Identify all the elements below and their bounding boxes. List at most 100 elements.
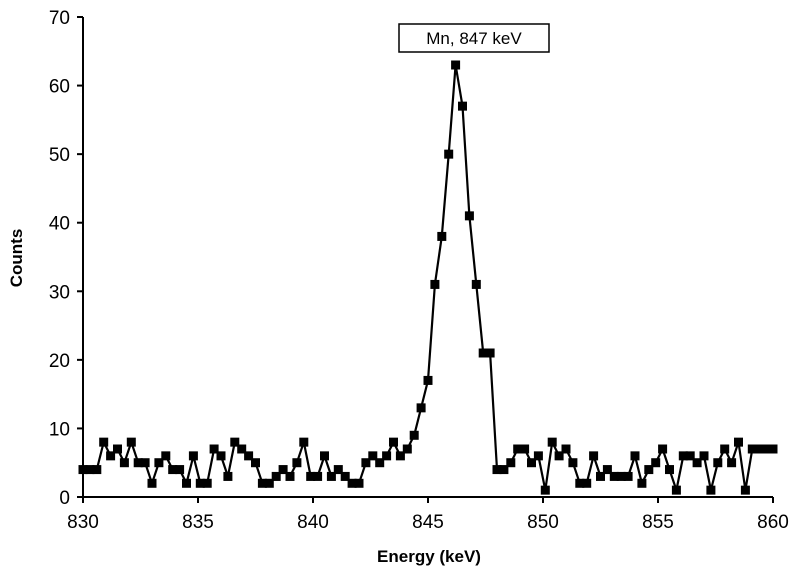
data-point — [720, 444, 730, 454]
annotation-label: Mn, 847 keV — [426, 29, 522, 48]
data-point — [561, 444, 571, 454]
data-point — [637, 478, 647, 488]
data-point — [685, 451, 695, 461]
x-tick-label: 855 — [642, 512, 674, 533]
data-point — [568, 458, 578, 468]
data-point — [671, 485, 681, 495]
data-point — [347, 478, 357, 488]
data-point — [313, 471, 323, 481]
data-point — [209, 444, 219, 454]
data-point — [706, 485, 716, 495]
data-point — [126, 437, 136, 447]
x-tick-label: 845 — [412, 512, 444, 533]
data-point — [133, 458, 143, 468]
data-point — [244, 451, 254, 461]
data-point — [389, 437, 398, 447]
data-point — [609, 471, 619, 481]
series-line — [83, 63, 773, 492]
data-point — [644, 465, 654, 475]
data-point — [271, 471, 281, 481]
data-point — [506, 458, 516, 468]
data-point — [464, 211, 474, 221]
data-point — [340, 471, 350, 481]
data-point — [699, 451, 709, 461]
data-point — [147, 478, 157, 488]
data-point — [361, 458, 371, 468]
data-point — [92, 465, 102, 475]
data-point — [188, 451, 198, 461]
data-point — [285, 471, 295, 481]
data-point — [140, 458, 150, 468]
data-point — [382, 451, 392, 461]
data-point — [402, 444, 412, 454]
data-point — [734, 437, 743, 447]
data-point — [492, 465, 502, 475]
data-point — [458, 101, 467, 111]
data-point — [499, 465, 509, 475]
data-point — [368, 451, 378, 461]
data-point — [471, 279, 481, 289]
x-axis-title: Energy (keV) — [377, 547, 481, 566]
y-tick-label: 70 — [49, 8, 70, 29]
data-point — [223, 471, 233, 481]
data-point — [602, 465, 612, 475]
y-tick-label: 50 — [49, 145, 70, 166]
data-point — [320, 451, 329, 461]
data-point — [658, 444, 668, 454]
data-point — [85, 465, 95, 475]
data-point — [306, 471, 316, 481]
data-point — [596, 471, 605, 481]
data-point — [237, 444, 247, 454]
y-tick-label: 60 — [49, 77, 70, 98]
data-point — [195, 478, 205, 488]
data-point — [257, 478, 267, 488]
data-point — [216, 451, 226, 461]
data-point — [161, 451, 171, 461]
data-point — [299, 437, 309, 447]
data-point — [264, 478, 274, 488]
x-tick-label: 860 — [757, 512, 789, 533]
data-point — [119, 458, 129, 468]
data-point — [444, 149, 454, 159]
y-tick-label: 30 — [49, 282, 70, 303]
data-point — [154, 458, 164, 468]
data-point — [540, 485, 550, 495]
x-tick-label: 850 — [527, 512, 559, 533]
data-point — [278, 465, 288, 475]
x-tick-label: 840 — [297, 512, 329, 533]
data-point — [727, 458, 737, 468]
data-point — [230, 437, 240, 447]
data-point — [582, 478, 592, 488]
data-point — [713, 458, 723, 468]
y-tick-label: 40 — [49, 214, 70, 235]
data-point — [292, 458, 302, 468]
x-tick-label: 835 — [182, 512, 214, 533]
y-tick-label: 0 — [59, 488, 70, 509]
data-point — [513, 444, 523, 454]
data-point — [520, 444, 530, 454]
data-point — [630, 451, 640, 461]
data-point — [423, 375, 433, 385]
data-point — [575, 478, 585, 488]
data-point — [761, 444, 771, 454]
data-point — [395, 451, 405, 461]
data-point — [202, 478, 212, 488]
data-point — [692, 458, 702, 468]
data-point — [409, 430, 419, 440]
data-point — [589, 451, 599, 461]
plot-area: 0 10 20 30 40 50 60 70 830 835 840 845 850 855 860 Mn, … — [49, 8, 789, 533]
data-point — [430, 279, 440, 289]
data-point — [175, 465, 185, 475]
y-tick-label: 20 — [49, 351, 70, 372]
data-point — [113, 444, 122, 454]
data-point — [747, 444, 757, 454]
data-point — [740, 485, 750, 495]
data-point — [678, 451, 688, 461]
data-point — [616, 471, 626, 481]
data-point — [665, 465, 674, 475]
data-point — [326, 471, 336, 481]
data-point — [623, 471, 633, 481]
data-point — [168, 465, 178, 475]
data-point — [651, 458, 661, 468]
